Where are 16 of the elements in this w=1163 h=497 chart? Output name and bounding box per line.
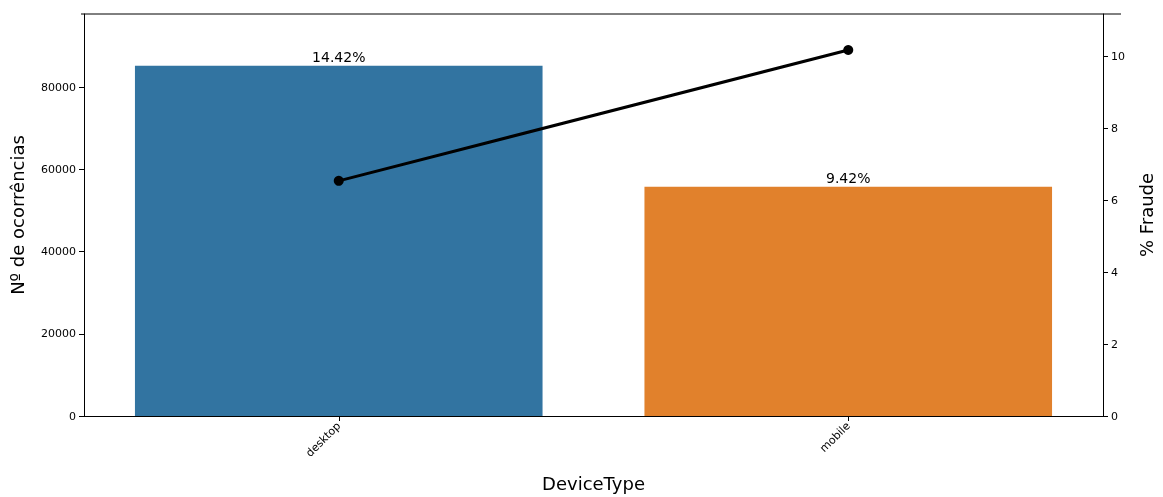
y-tick-label: 20000 [41,327,76,341]
annotation: 9.42% [826,169,871,186]
y2-tick-label: 8 [1111,121,1118,135]
y2-axis-title: % Fraude [1135,172,1157,258]
y2-tick-label: 0 [1111,409,1118,423]
y-tick-label: 60000 [41,162,76,176]
x-axis-title: DeviceType [542,472,645,494]
y2-tick-label: 4 [1111,265,1118,279]
annotation: 14.42% [312,48,366,65]
y-tick-label: 40000 [41,245,76,259]
y-tick-label: 0 [69,409,76,423]
y2-tick-label: 6 [1111,193,1118,207]
y2-tick-label: 2 [1111,337,1118,351]
y-axis-title: Nº de ocorrências [6,135,28,295]
y-tick-label: 80000 [41,80,76,94]
y2-tick-label: 10 [1111,49,1125,63]
